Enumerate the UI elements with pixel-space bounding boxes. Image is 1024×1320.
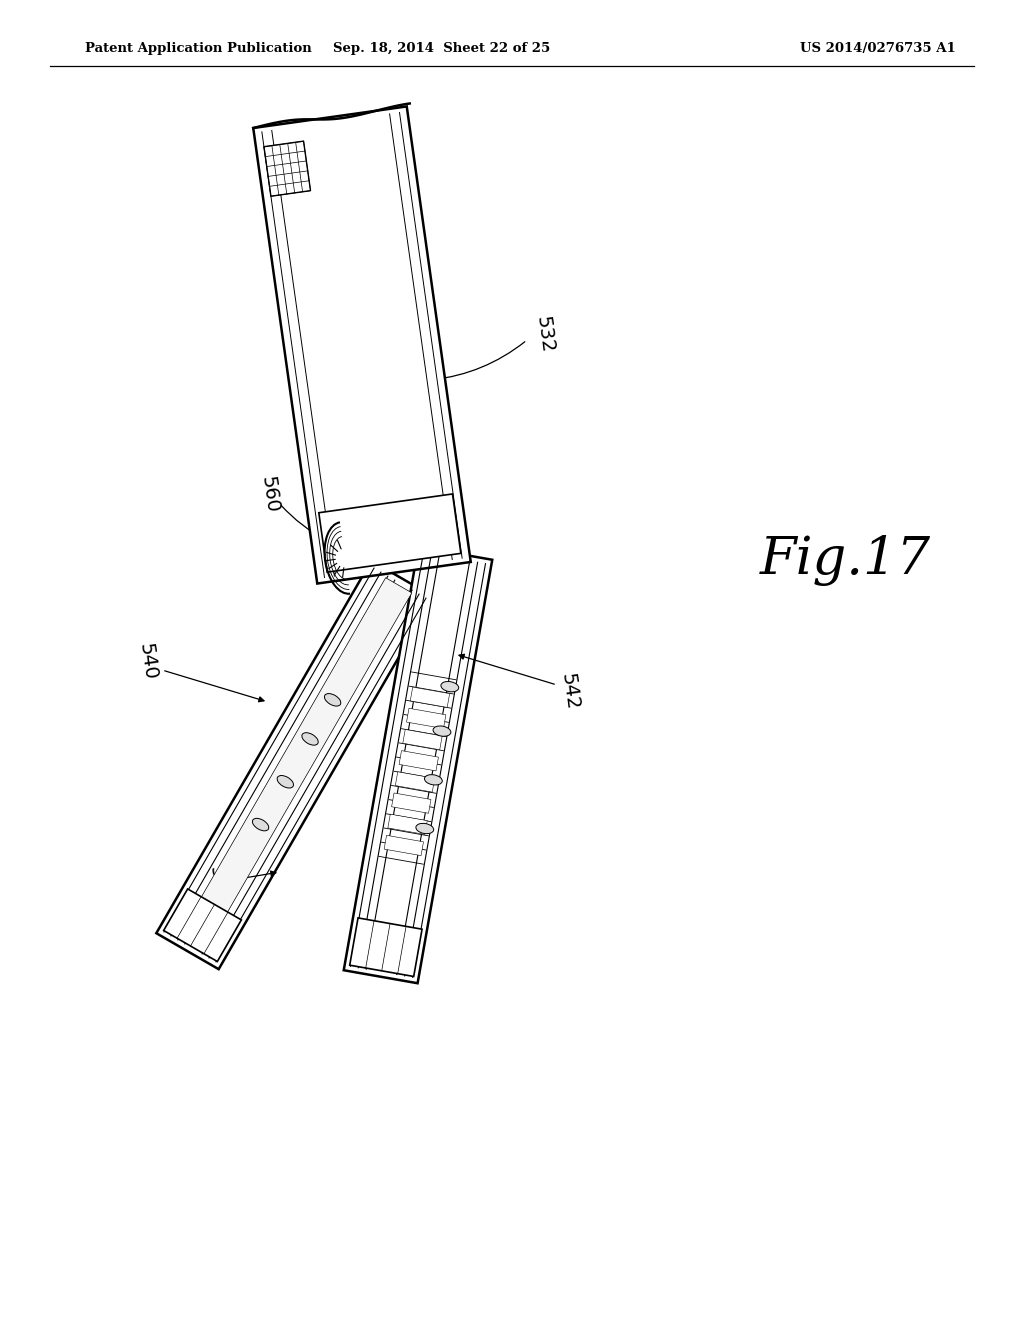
Polygon shape	[399, 751, 438, 771]
Polygon shape	[253, 107, 471, 583]
Text: 542: 542	[558, 672, 582, 711]
Polygon shape	[391, 793, 431, 813]
Polygon shape	[402, 730, 442, 750]
Text: US 2014/0276735 A1: US 2014/0276735 A1	[800, 42, 955, 55]
Ellipse shape	[302, 733, 318, 746]
Polygon shape	[157, 561, 434, 969]
Polygon shape	[350, 917, 422, 977]
Ellipse shape	[416, 824, 434, 834]
Ellipse shape	[425, 775, 442, 785]
Text: 532: 532	[534, 315, 557, 355]
Text: 560: 560	[258, 475, 282, 515]
Text: Patent Application Publication: Patent Application Publication	[85, 42, 311, 55]
Polygon shape	[164, 888, 242, 961]
Polygon shape	[411, 688, 450, 708]
Ellipse shape	[441, 681, 459, 692]
Polygon shape	[318, 494, 461, 572]
Polygon shape	[178, 578, 412, 952]
Polygon shape	[395, 772, 435, 792]
Ellipse shape	[433, 726, 451, 737]
Ellipse shape	[252, 818, 268, 830]
Polygon shape	[388, 814, 427, 834]
Text: Fig.17: Fig.17	[760, 535, 931, 586]
Polygon shape	[264, 141, 310, 197]
Ellipse shape	[278, 776, 294, 788]
Text: 544: 544	[206, 865, 230, 904]
Text: Sep. 18, 2014  Sheet 22 of 25: Sep. 18, 2014 Sheet 22 of 25	[334, 42, 551, 55]
Ellipse shape	[325, 693, 341, 706]
Polygon shape	[344, 546, 493, 983]
Polygon shape	[384, 836, 424, 855]
Text: 540: 540	[136, 643, 160, 681]
Polygon shape	[407, 709, 445, 729]
